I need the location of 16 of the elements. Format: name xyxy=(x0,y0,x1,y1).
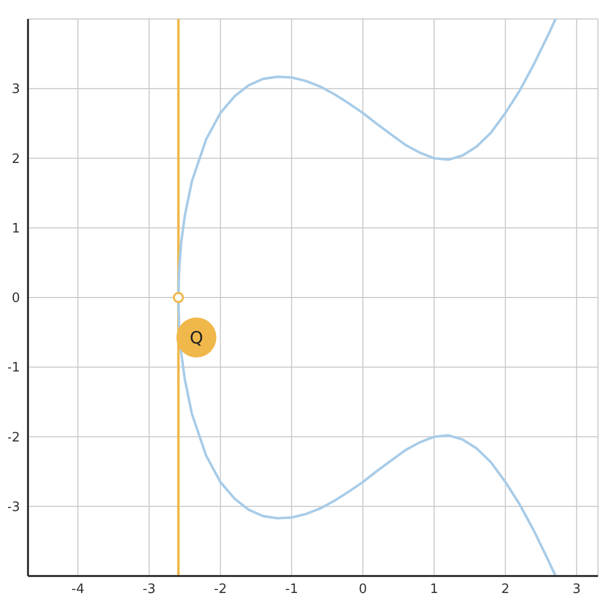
y-tick-label: 0 xyxy=(12,291,20,306)
y-tick-label: -3 xyxy=(7,500,20,515)
x-tick-label: 1 xyxy=(430,582,438,598)
y-tick-label: 2 xyxy=(12,152,20,167)
x-tick-label: 0 xyxy=(358,582,368,598)
x-tick-label: 2 xyxy=(501,582,510,598)
x-tick-label: -3 xyxy=(142,582,156,598)
y-tick-label: 1 xyxy=(12,221,20,236)
y-tick-label: -2 xyxy=(7,430,20,446)
annotation: Q xyxy=(190,328,204,348)
x-tick-label: 3 xyxy=(572,582,581,598)
x-tick-label: -1 xyxy=(285,582,298,598)
x-tick-label: -4 xyxy=(71,582,84,598)
y-tick-label: 3 xyxy=(12,82,20,98)
y-tick-label: -1 xyxy=(7,360,20,376)
x-tick-label: -2 xyxy=(214,582,227,598)
